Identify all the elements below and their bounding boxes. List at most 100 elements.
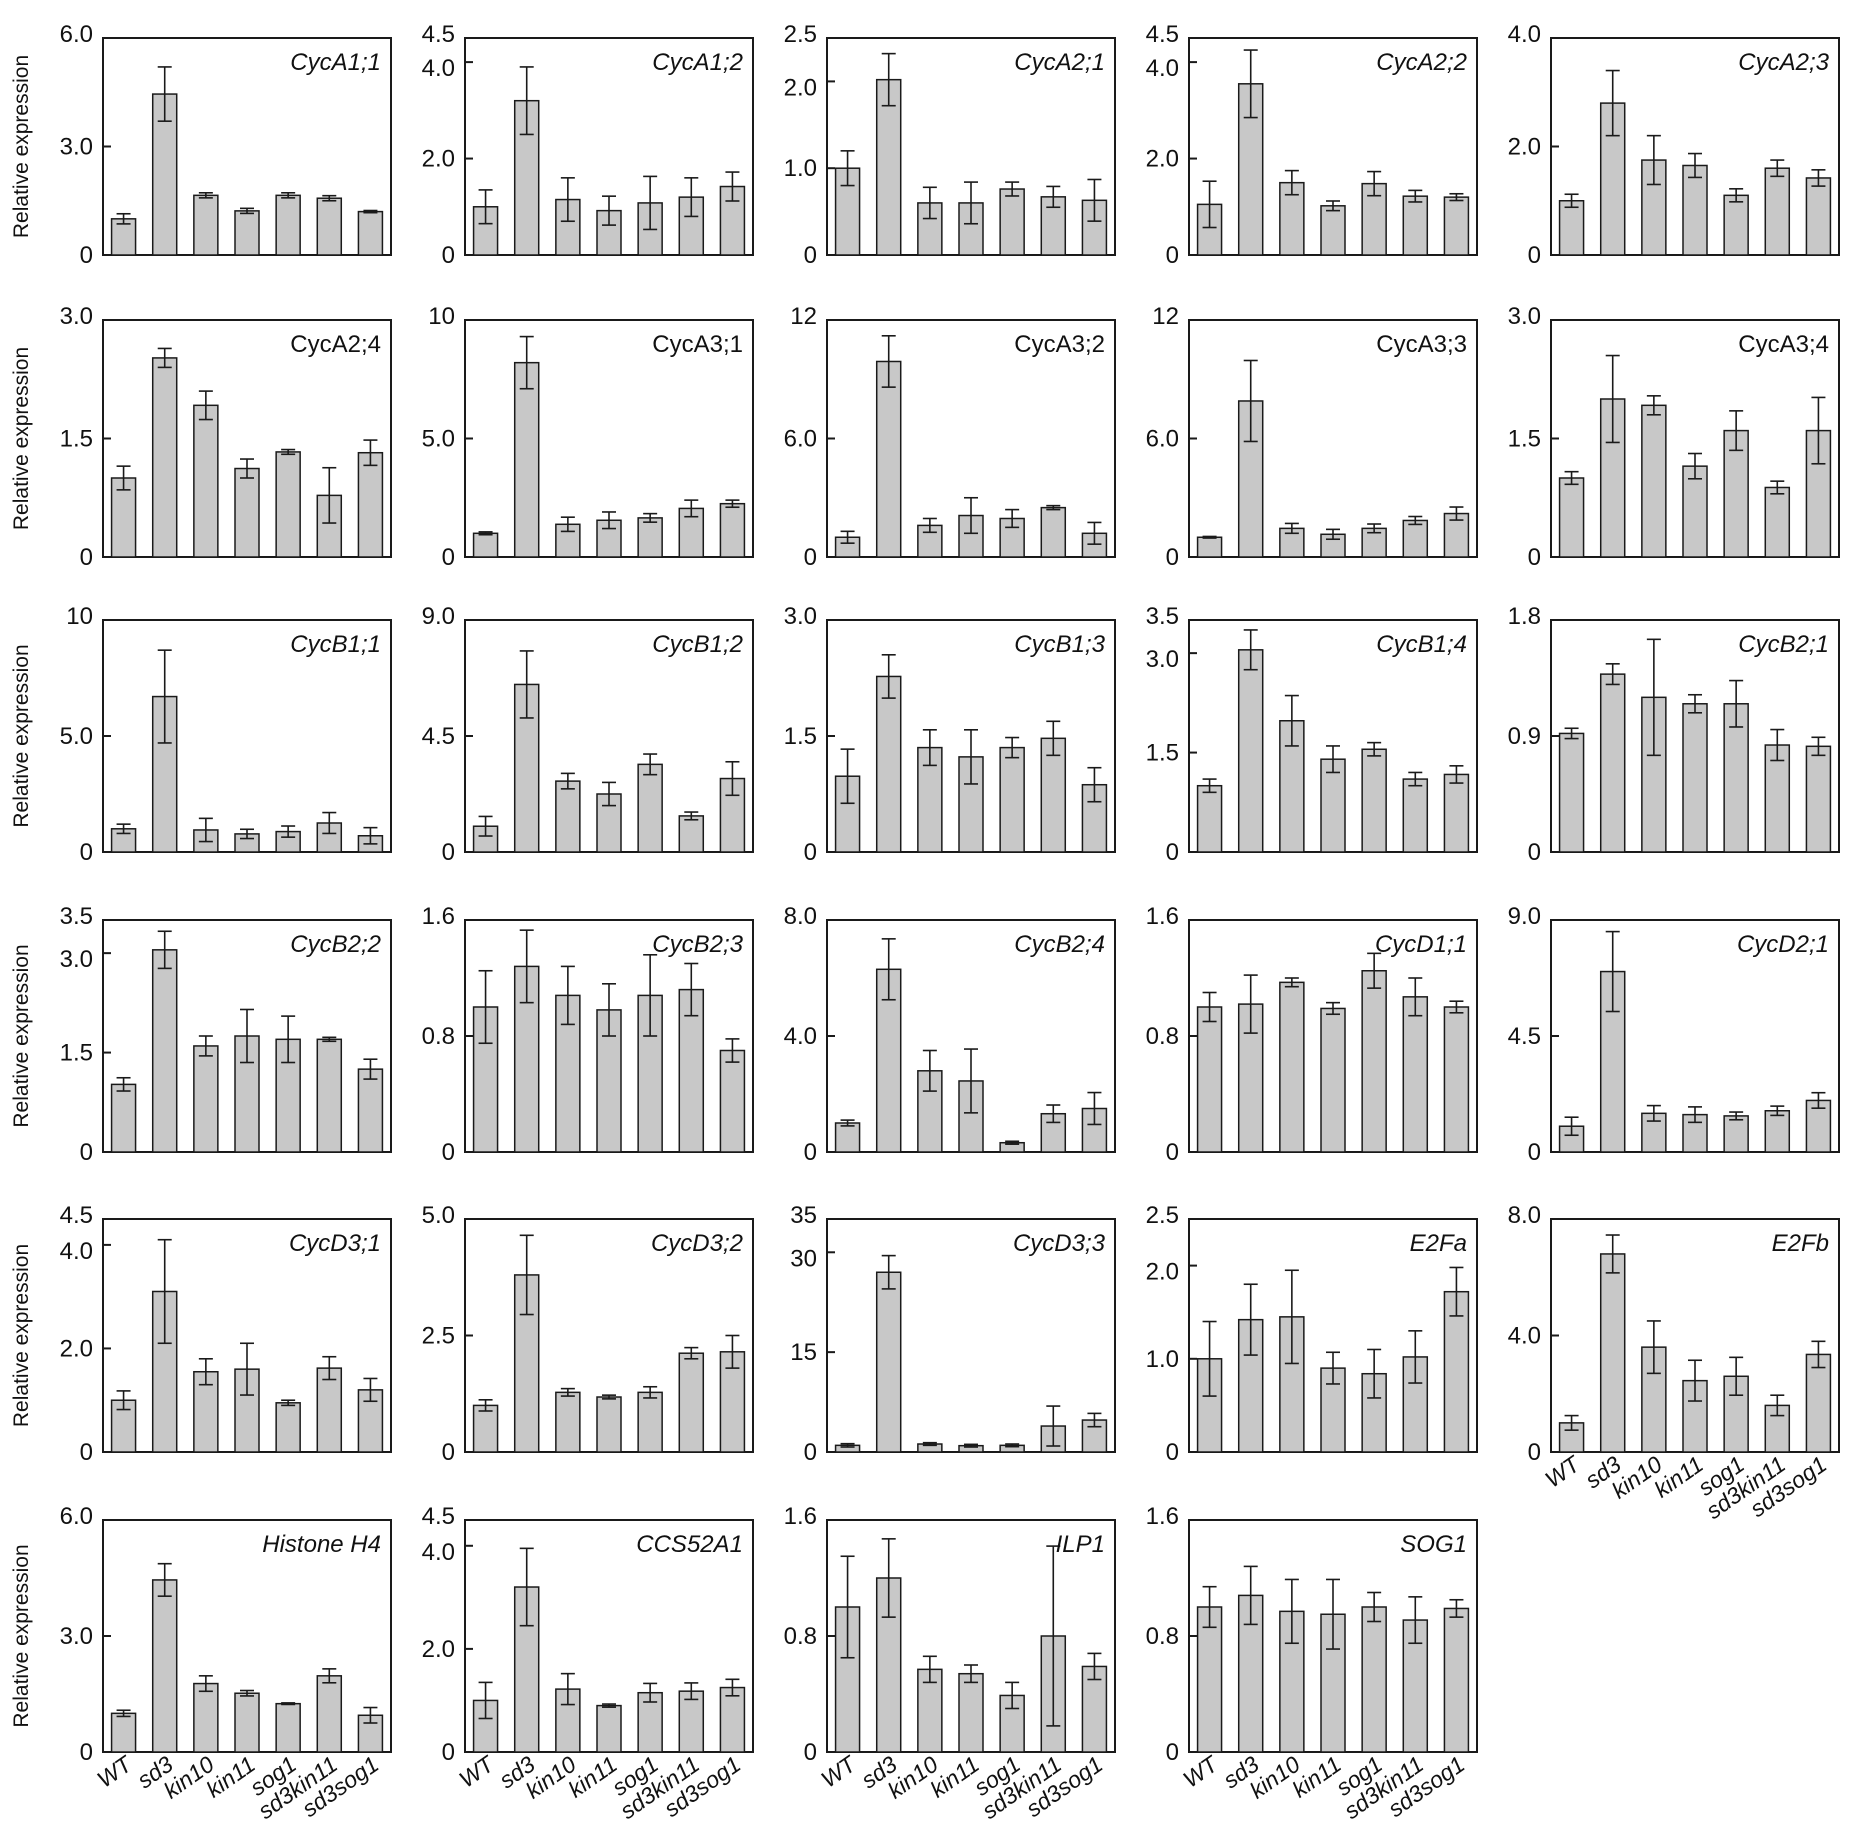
bar xyxy=(719,502,746,558)
y-tick-label: 10 xyxy=(66,603,93,630)
error-bar xyxy=(1770,1105,1785,1117)
chart-panel: 0 4.5 9.0 CycB1;2 xyxy=(422,603,754,866)
bar xyxy=(193,1682,219,1753)
error-bar xyxy=(198,1675,213,1693)
y-tick-label: 0.8 xyxy=(784,1623,817,1650)
error-bar xyxy=(922,729,937,767)
y-tick-label: 0.8 xyxy=(1146,1023,1179,1050)
error-bar xyxy=(240,1008,254,1064)
error-bar xyxy=(363,1706,378,1724)
bar xyxy=(1402,996,1429,1153)
error-bar xyxy=(1449,506,1464,521)
bar xyxy=(275,1402,301,1453)
y-tick-label: 6.0 xyxy=(60,21,93,48)
error-bar xyxy=(1046,1405,1061,1447)
error-bar xyxy=(725,1678,740,1697)
error-bar xyxy=(1688,152,1702,179)
y-tick-label: 0 xyxy=(1528,544,1541,571)
bar xyxy=(357,451,384,558)
error-bar xyxy=(519,650,534,719)
bar xyxy=(151,357,178,558)
error-bar xyxy=(1202,991,1217,1023)
chart-panel: 0 0.8 1.6 CycD1;1 xyxy=(1146,903,1478,1166)
category-label: WT xyxy=(92,1750,138,1793)
bar xyxy=(1402,778,1429,853)
error-bar xyxy=(1605,930,1620,1013)
y-tick-label: 5.0 xyxy=(60,723,93,750)
y-tick-label: 0 xyxy=(1528,839,1541,866)
error-bar xyxy=(1367,170,1382,197)
error-bar xyxy=(281,825,296,838)
bar xyxy=(151,1579,178,1753)
bar xyxy=(958,514,984,558)
error-bar xyxy=(240,458,254,479)
error-bar xyxy=(1449,1266,1464,1317)
bar xyxy=(1805,1099,1832,1153)
gene-title: CycA2;4 xyxy=(290,331,381,358)
error-bar xyxy=(1326,1001,1340,1016)
bar xyxy=(834,167,861,256)
error-bar xyxy=(1729,410,1744,452)
y-tick-label: 1.5 xyxy=(60,426,93,453)
error-bar xyxy=(602,1703,616,1708)
y-tick-label: 4.5 xyxy=(1146,21,1179,48)
y-tick-label: 1.5 xyxy=(60,1040,93,1067)
bar xyxy=(1764,167,1791,256)
chart-panel: 0 0.8 1.6 CycB2;3 xyxy=(422,903,754,1166)
error-bar xyxy=(1284,1578,1299,1645)
bar xyxy=(1196,784,1223,853)
bar xyxy=(275,194,301,256)
gene-title: CycA1;2 xyxy=(652,49,743,76)
error-bar xyxy=(643,1385,658,1399)
y-axis-label: Relative expression xyxy=(10,644,33,827)
error-bar xyxy=(1564,1414,1579,1431)
y-tick-label: 5.0 xyxy=(422,426,455,453)
error-bar xyxy=(840,1119,855,1127)
error-bar xyxy=(725,760,740,797)
y-axis-label: Relative expression xyxy=(10,347,33,530)
y-axis-label: Relative expression xyxy=(10,944,33,1127)
error-bar xyxy=(1284,977,1299,988)
y-tick-label: 1.6 xyxy=(1146,1503,1179,1530)
error-bar xyxy=(922,186,937,220)
y-tick-label: 4.0 xyxy=(1508,1323,1541,1350)
y-axis-label: Relative expression xyxy=(10,55,33,238)
error-bar xyxy=(478,1681,493,1720)
chart-panel: 0 1.5 3.0 3.5 CycB1;4 xyxy=(1146,603,1478,866)
y-tick-label: 4.0 xyxy=(1508,21,1541,48)
y-tick-label: 0 xyxy=(1166,1739,1179,1766)
chart-panel: 0 0.9 1.8 CycB2;1 xyxy=(1508,603,1840,866)
error-bar xyxy=(1605,663,1620,686)
bar xyxy=(1723,703,1749,853)
y-tick-label: 2.5 xyxy=(784,21,817,48)
gene-title: E2Fa xyxy=(1410,1230,1467,1257)
error-bar xyxy=(922,1049,937,1092)
y-tick-label: 8.0 xyxy=(1508,1202,1541,1229)
bar xyxy=(513,361,540,558)
bar xyxy=(1443,196,1470,256)
error-bar xyxy=(1408,771,1423,787)
chart-panel: 0 2.5 5.0 CycD3;2 xyxy=(422,1202,754,1466)
y-tick-label: 3.0 xyxy=(1508,303,1541,330)
error-bar xyxy=(1408,1330,1423,1384)
error-bar xyxy=(1202,1585,1217,1629)
error-bar xyxy=(281,191,296,199)
bar xyxy=(1805,177,1832,256)
y-tick-label: 0 xyxy=(1528,1139,1541,1166)
bar xyxy=(1361,748,1387,853)
gene-title: E2Fb xyxy=(1772,1230,1829,1257)
error-bar xyxy=(1449,765,1464,784)
error-bar xyxy=(840,530,855,544)
error-bar xyxy=(725,1334,740,1369)
error-bar xyxy=(1243,1565,1258,1626)
bar xyxy=(999,746,1025,853)
error-bar xyxy=(1449,192,1464,202)
error-bar xyxy=(1202,1320,1217,1397)
error-bar xyxy=(1564,193,1579,209)
y-tick-label: 0 xyxy=(1166,242,1179,269)
error-bar xyxy=(198,390,213,421)
bar xyxy=(275,1702,301,1753)
chart-panel: 0 6.0 12 CycA3;3 xyxy=(1146,303,1478,571)
bar xyxy=(472,1404,499,1453)
chart-panel: 0 1.5 3.0 3.5 CycB2;2 Relative expression xyxy=(10,903,392,1166)
